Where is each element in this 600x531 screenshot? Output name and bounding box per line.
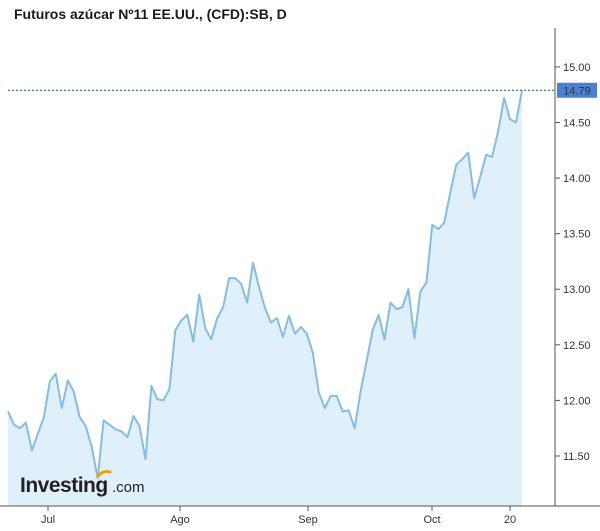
y-tick-label: 11.50 (563, 451, 590, 463)
logo-main-text: Investing (20, 474, 108, 497)
y-tick-label: 14.50 (563, 117, 591, 129)
price-badge (557, 82, 597, 98)
price-badge-label: 14.79 (563, 85, 591, 97)
y-tick-label: 14.00 (563, 173, 591, 185)
x-tick-label: Sep (298, 514, 318, 526)
x-tick-label: Oct (423, 514, 440, 526)
x-tick-label: Jul (41, 514, 55, 526)
x-tick-label: Ago (170, 514, 190, 526)
y-axis-ticks: 15.00 14.50 14.00 13.50 13.00 12.50 12.00 11.50 (555, 62, 591, 463)
current-price-marker: 14.79 (8, 82, 597, 98)
investing-logo: Investing .com (20, 470, 145, 497)
y-tick-label: 13.00 (563, 284, 591, 296)
area-series (7, 90, 523, 507)
x-tick-label: 20 (504, 514, 516, 526)
x-axis-ticks: Jul Ago Sep Oct 20 (41, 506, 516, 526)
price-line (7, 90, 523, 480)
y-tick-label: 15.00 (563, 62, 591, 74)
area-fill (8, 90, 522, 507)
y-tick-label: 12.00 (563, 395, 591, 407)
axes (0, 28, 600, 507)
y-tick-label: 13.50 (563, 229, 591, 241)
logo-swoosh-icon (96, 470, 112, 478)
chart-title: Futuros azúcar Nº11 EE.UU., (CFD):SB, D (14, 6, 287, 22)
y-tick-label: 12.50 (563, 340, 591, 352)
logo-suffix-text: .com (112, 479, 145, 496)
